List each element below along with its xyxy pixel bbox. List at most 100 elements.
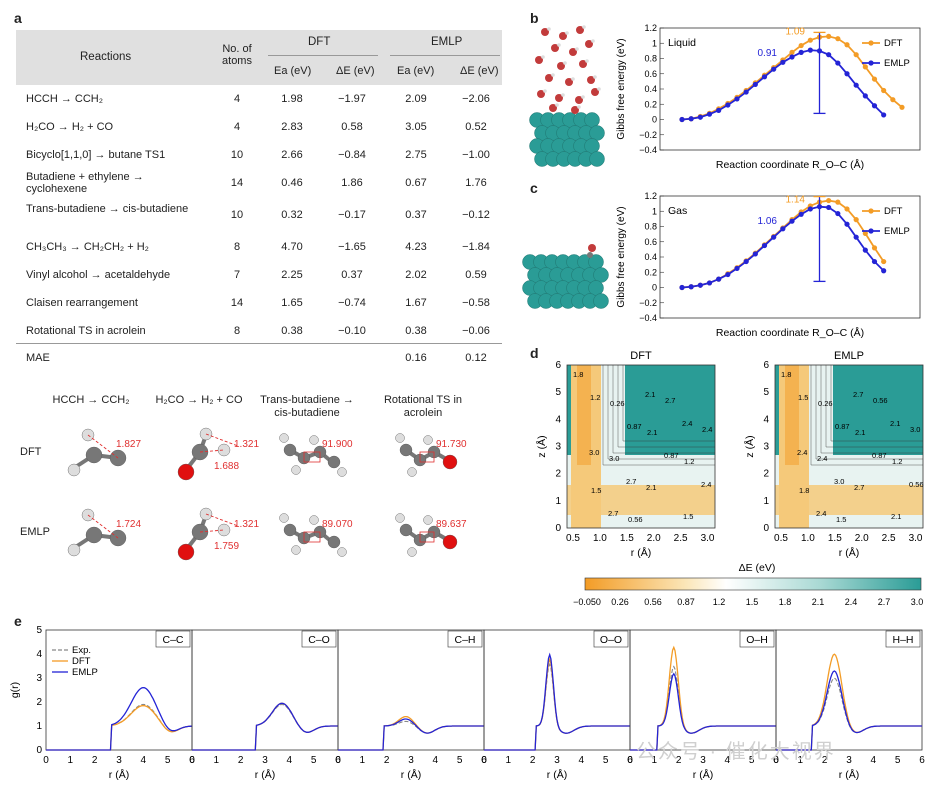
table-cell-r: Bicyclo[1,1,0] → butane TS1 — [26, 149, 166, 161]
colorbar-tick-label: 2.4 — [845, 597, 858, 607]
oxygen-atom — [549, 104, 557, 112]
contour-label: 1.5 — [683, 512, 693, 521]
oxygen-atom — [177, 463, 195, 481]
table-row: Bicyclo[1,1,0] → butane TS1 10 2.66 −0.84 2.… — [16, 141, 502, 169]
hydrogen-atom — [593, 75, 597, 79]
distance-marker — [199, 449, 225, 453]
table-row: Vinyl alcohol → acetaldehyde 7 2.25 0.37 2.0… — [16, 261, 502, 289]
hydrogen-atom — [423, 435, 433, 445]
x-tick-label: 6 — [481, 755, 487, 766]
y-axis-label: Gibbs free energy (eV) — [616, 38, 627, 139]
x-tick-label: 0.5 — [774, 533, 788, 544]
contour-label: 2.1 — [855, 428, 865, 437]
oxygen-atom — [442, 534, 458, 550]
molecule-row-label: EMLP — [20, 526, 50, 538]
contour-label: 0.56 — [628, 515, 643, 524]
x-tick-label: 0 — [43, 755, 49, 766]
series-line-dft — [681, 199, 885, 289]
contour-line — [825, 365, 923, 448]
dihedral-marker — [419, 451, 435, 463]
hydrogen-atom — [291, 465, 301, 475]
data-point — [734, 96, 740, 102]
table-cell-n: 14 — [230, 297, 244, 309]
rdf-curve-exp — [484, 662, 630, 751]
x-axis-label: Reaction coordinate R_O–C (Å) — [716, 158, 864, 171]
x-tick-label: 3 — [262, 755, 268, 766]
table-cell-n: 4 — [233, 121, 241, 133]
header-emlp-ea: Ea (eV) — [397, 65, 435, 77]
contour-line — [617, 365, 715, 448]
panel-label-d: d — [530, 345, 539, 361]
table-cell-dft-ea: 2.25 — [281, 269, 303, 281]
x-tick-label: 3 — [700, 755, 706, 766]
x-tick-label: 2 — [822, 755, 828, 766]
table-cell-emlp-de: 0.52 — [465, 121, 487, 133]
reaction-table: Reactions No. of atoms DFT EMLP Ea (eV) … — [16, 30, 502, 372]
rdf-curve-emlp — [630, 672, 776, 751]
contour-label: 3.0 — [834, 477, 844, 486]
table-cell-emlp-de: −1.00 — [462, 149, 490, 161]
x-axis-label: r (Å) — [839, 546, 859, 559]
carbon-atom — [399, 523, 413, 537]
rdf-curve-exp — [192, 703, 338, 751]
x-tick-label: 3 — [408, 755, 414, 766]
x-tick-label: 3 — [846, 755, 852, 766]
rdf-panel-tag — [885, 630, 921, 648]
rdf-panel-tag — [447, 630, 483, 648]
table-cell-emlp-de: −2.06 — [462, 93, 490, 105]
legend-marker — [868, 208, 874, 214]
contour-label: 1.2 — [684, 457, 694, 466]
hydrogen-atom — [279, 433, 289, 443]
rdf-panel-label: O–H — [746, 634, 768, 646]
x-tick-label: 5 — [457, 755, 463, 766]
hydrogen-atom — [581, 95, 585, 99]
contour-label: 2.1 — [647, 428, 657, 437]
hydrogen-atom — [217, 443, 231, 457]
metal-atom — [584, 112, 600, 128]
table-cell-emlp-ea: 3.05 — [405, 121, 427, 133]
y-tick-label: −0.2 — [639, 298, 657, 308]
table-cell-n: 8 — [233, 325, 241, 337]
data-point — [862, 64, 868, 70]
contour-label: 0.87 — [872, 451, 887, 460]
data-point — [761, 242, 768, 249]
x-axis-label: r (Å) — [693, 768, 713, 781]
x-tick-label: 6 — [919, 755, 925, 766]
contour-label: 2.4 — [701, 480, 711, 489]
chart-energy-maps: DFT 0 1 2 3 4 5 6 0.5 1.0 1.5 2.0 2.5 3.0 r (Å) z (Å) 1.… — [535, 350, 924, 607]
table-cell-dft-de: −0.17 — [338, 209, 366, 221]
contour-label: 1.5 — [836, 515, 846, 524]
data-point — [871, 245, 878, 251]
x-tick-label: 1 — [798, 755, 804, 766]
table-row: CH₃CH₃ → CH₂CH₂ + H₂ 8 4.70 −1.65 4.23 −1.84 — [16, 233, 502, 261]
x-tick-label: 6 — [335, 755, 341, 766]
y-tick-label: 2 — [555, 469, 561, 480]
legend-marker — [868, 60, 874, 66]
y-tick-label: 4 — [555, 414, 561, 425]
x-axis-label: r (Å) — [255, 768, 275, 781]
plot-frame — [774, 364, 924, 529]
y-tick-label: 0 — [555, 523, 561, 534]
x-tick-label: 6 — [189, 755, 195, 766]
table-cell-emlp-de: −1.84 — [462, 241, 490, 253]
y-tick-label: 4 — [763, 414, 769, 425]
contour-label: 1.8 — [573, 370, 583, 379]
oxygen-atom — [587, 76, 595, 84]
hydrogen-atom — [337, 547, 347, 557]
oxygen-atom — [177, 543, 195, 561]
header-dft-ea: Ea (eV) — [274, 65, 312, 77]
phase-label: Gas — [668, 205, 687, 217]
y-tick-label: −0.4 — [639, 313, 657, 323]
table-cell-dft-ea: 1.98 — [281, 93, 303, 105]
x-tick-label: 0 — [627, 755, 633, 766]
table-row: MAE 0.16 0.12 — [16, 344, 502, 372]
data-point — [734, 265, 740, 272]
x-tick-label: 3 — [554, 755, 560, 766]
table-cell-dft-ea: 0.32 — [281, 209, 303, 221]
hydrogen-atom — [279, 513, 289, 523]
rdf-curve-dft — [46, 704, 193, 751]
panel-label-c: c — [530, 180, 538, 196]
data-point — [853, 82, 859, 88]
data-point — [835, 36, 841, 42]
data-point — [871, 76, 878, 82]
